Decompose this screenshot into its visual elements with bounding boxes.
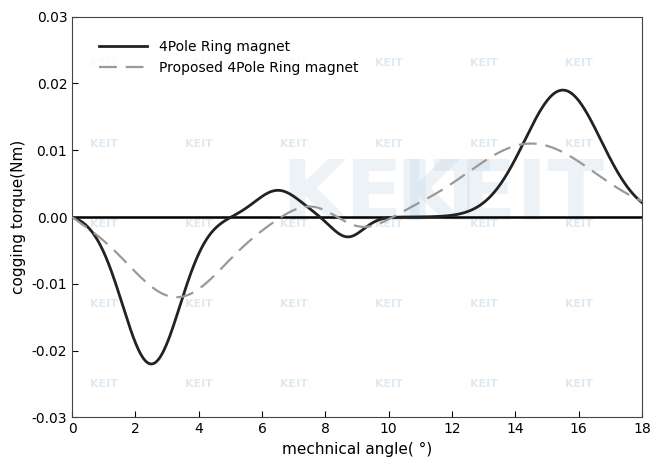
Line: 4Pole Ring magnet: 4Pole Ring magnet [72,90,642,364]
Proposed 4Pole Ring magnet [517,142,525,147]
Proposed 4Pole Ring magnet [622,190,630,196]
Text: KEIT: KEIT [375,219,402,229]
Text: KEIT: KEIT [280,299,308,309]
Text: KEIT: KEIT [185,219,213,229]
Text: KEIT: KEIT [90,139,118,148]
Proposed 4Pole Ring magnet [638,198,646,204]
Text: KEIT: KEIT [565,219,592,229]
Y-axis label: cogging torque(Nm): cogging torque(Nm) [11,140,26,294]
Text: KEIT: KEIT [565,58,592,68]
Text: KEIT: KEIT [565,139,592,148]
Text: KEIT: KEIT [90,219,118,229]
4Pole Ring magnet [346,234,354,240]
4Pole Ring magnet [559,88,567,93]
Text: KEIT: KEIT [280,58,308,68]
4Pole Ring magnet [148,361,156,367]
Text: KEIT: KEIT [90,58,118,68]
Proposed 4Pole Ring magnet [527,141,535,146]
Text: KEIT: KEIT [470,379,498,389]
4Pole Ring magnet [638,200,646,205]
Text: KEIT: KEIT [185,58,213,68]
Text: KEIT: KEIT [281,156,490,237]
Text: KEIT: KEIT [395,156,604,237]
4Pole Ring magnet [97,244,105,250]
Text: KEIT: KEIT [90,379,118,389]
Text: KEIT: KEIT [90,299,118,309]
Text: KEIT: KEIT [565,299,592,309]
Proposed 4Pole Ring magnet [330,212,338,218]
Proposed 4Pole Ring magnet [346,221,354,227]
Proposed 4Pole Ring magnet [68,214,76,220]
Text: KEIT: KEIT [375,139,402,148]
Text: KEIT: KEIT [375,299,402,309]
Text: KEIT: KEIT [470,299,498,309]
Text: KEIT: KEIT [470,219,498,229]
Text: KEIT: KEIT [185,379,213,389]
4Pole Ring magnet [68,214,76,220]
4Pole Ring magnet [622,183,630,188]
Line: Proposed 4Pole Ring magnet: Proposed 4Pole Ring magnet [72,144,642,297]
Text: KEIT: KEIT [280,379,308,389]
Text: KEIT: KEIT [470,58,498,68]
Text: KEIT: KEIT [280,139,308,148]
Text: KEIT: KEIT [185,139,213,148]
Proposed 4Pole Ring magnet [622,190,630,196]
Text: KEIT: KEIT [375,379,402,389]
4Pole Ring magnet [330,227,338,233]
Proposed 4Pole Ring magnet [97,236,105,241]
Text: KEIT: KEIT [280,219,308,229]
Proposed 4Pole Ring magnet [173,294,181,300]
Text: KEIT: KEIT [565,379,592,389]
Text: KEIT: KEIT [375,58,402,68]
Text: KEIT: KEIT [470,139,498,148]
Legend: 4Pole Ring magnet, Proposed 4Pole Ring magnet: 4Pole Ring magnet, Proposed 4Pole Ring m… [91,31,366,83]
Text: KEIT: KEIT [185,299,213,309]
X-axis label: mechnical angle( °): mechnical angle( °) [282,442,432,457]
4Pole Ring magnet [622,182,630,188]
4Pole Ring magnet [517,145,525,150]
